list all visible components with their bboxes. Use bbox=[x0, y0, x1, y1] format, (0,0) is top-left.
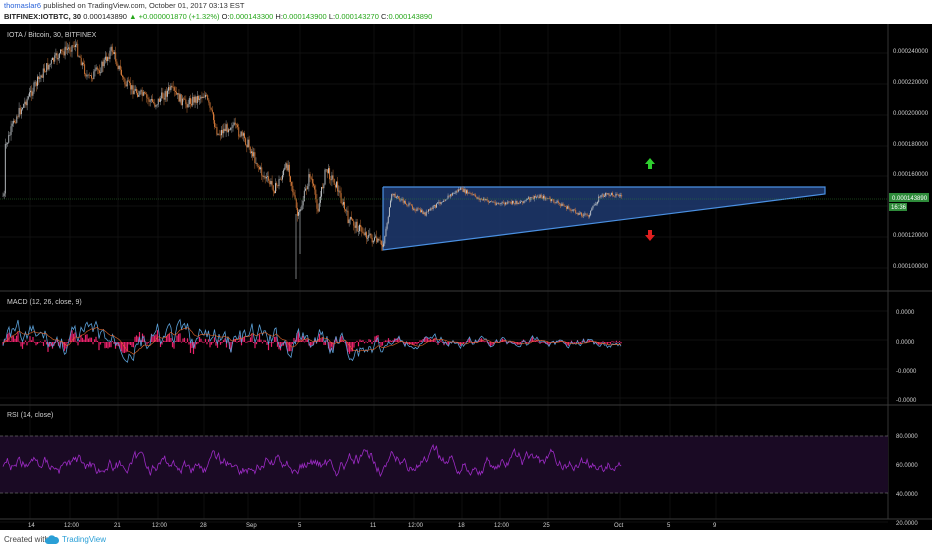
tradingview-brand-link[interactable]: TradingView bbox=[62, 535, 107, 544]
high-value: 0.000143900 bbox=[282, 12, 327, 21]
author-link[interactable]: thomaslar6 bbox=[4, 1, 42, 10]
tradingview-cloud-icon[interactable] bbox=[44, 534, 60, 546]
low-value: 0.000143270 bbox=[335, 12, 379, 21]
open-label: O: bbox=[221, 12, 230, 21]
candlesticks bbox=[2, 39, 623, 279]
time-tick: Sep bbox=[246, 523, 257, 529]
arrow-down-icon bbox=[645, 230, 655, 241]
time-tick: Oct bbox=[614, 523, 624, 529]
price-tick: 0.000180000 bbox=[893, 142, 929, 148]
pane-title: IOTA / Bitcoin, 30, BITFINEX bbox=[7, 32, 97, 39]
macd-pane[interactable]: MACD (12, 26, close, 9) 0.0000 0.0000 -0… bbox=[2, 299, 917, 404]
time-tick: 5 bbox=[667, 523, 671, 529]
change-up-icon: ▲ bbox=[129, 12, 137, 21]
rsi-title: RSI (14, close) bbox=[7, 412, 53, 419]
publish-text: published on TradingView.com, October 01… bbox=[43, 1, 245, 10]
time-tick: 12:00 bbox=[494, 523, 510, 529]
high-label: H: bbox=[275, 12, 283, 21]
price-change: +0.000001870 (+1.32%) bbox=[138, 12, 220, 21]
price-pane[interactable]: IOTA / Bitcoin, 30, BITFINEX bbox=[0, 32, 888, 279]
chart-header: thomaslar6 published on TradingView.com,… bbox=[0, 0, 932, 23]
time-tick: 25 bbox=[543, 523, 550, 529]
close-label: C: bbox=[380, 12, 389, 21]
time-tick: 18 bbox=[458, 523, 465, 529]
macd-line bbox=[2, 318, 622, 363]
time-tick: 12:00 bbox=[408, 523, 424, 529]
macd-tick: -0.0000 bbox=[896, 398, 917, 404]
close-value: 0.000143890 bbox=[388, 12, 433, 21]
time-axis[interactable]: 14 12:00 21 12:00 28 Sep 5 11 12:00 18 1… bbox=[28, 523, 717, 529]
low-label: L: bbox=[328, 12, 336, 21]
chart-canvas[interactable]: IOTA / Bitcoin, 30, BITFINEX 0.000240000… bbox=[0, 24, 932, 530]
time-tick: 14 bbox=[28, 523, 35, 529]
triangle-outline[interactable] bbox=[382, 186, 826, 251]
created-with-text: Created with bbox=[4, 535, 49, 544]
countdown-value: 16:36 bbox=[891, 205, 907, 211]
price-tick: 0.000240000 bbox=[893, 49, 929, 55]
symbol-label: BITFINEX:IOTBTC, 30 bbox=[4, 12, 82, 21]
macd-tick: 0.0000 bbox=[896, 310, 915, 316]
time-tick: 5 bbox=[298, 523, 302, 529]
price-tick: 0.000100000 bbox=[893, 264, 929, 270]
ohlc-legend: BITFINEX:IOTBTC, 30 0.000143890 ▲ +0.000… bbox=[4, 12, 432, 21]
price-tick: 0.000160000 bbox=[893, 172, 929, 178]
rsi-tick: 40.0000 bbox=[896, 492, 918, 498]
last-price: 0.000143890 bbox=[83, 12, 127, 21]
time-tick: 11 bbox=[370, 523, 377, 529]
rsi-pane[interactable]: RSI (14, close) 80.0000 60.0000 40.0000 … bbox=[0, 412, 918, 527]
last-price-value: 0.000143890 bbox=[892, 196, 928, 202]
time-tick: 12:00 bbox=[64, 523, 80, 529]
time-tick: 28 bbox=[200, 523, 207, 529]
rsi-tick: 60.0000 bbox=[896, 463, 918, 469]
rsi-tick: 20.0000 bbox=[896, 521, 918, 527]
price-tick: 0.000220000 bbox=[893, 80, 929, 86]
price-tick: 0.000120000 bbox=[893, 233, 929, 239]
time-tick: 12:00 bbox=[152, 523, 168, 529]
macd-tick: 0.0000 bbox=[896, 340, 915, 346]
macd-title: MACD (12, 26, close, 9) bbox=[7, 299, 82, 306]
rsi-band bbox=[0, 436, 888, 493]
publish-info: thomaslar6 published on TradingView.com,… bbox=[4, 1, 244, 10]
price-tick: 0.000200000 bbox=[893, 111, 929, 117]
footer: Created with TradingView bbox=[0, 530, 932, 550]
arrow-up-icon bbox=[645, 158, 655, 169]
triangle-pattern[interactable] bbox=[383, 187, 825, 250]
rsi-tick: 80.0000 bbox=[896, 434, 918, 440]
countdown-badge bbox=[889, 203, 907, 211]
open-value: 0.000143300 bbox=[229, 12, 274, 21]
rsi-line bbox=[2, 443, 622, 478]
time-tick: 9 bbox=[713, 523, 717, 529]
signal-line bbox=[2, 327, 622, 355]
last-price-badge bbox=[889, 193, 929, 202]
time-tick: 21 bbox=[114, 523, 121, 529]
macd-tick: -0.0000 bbox=[896, 369, 917, 375]
